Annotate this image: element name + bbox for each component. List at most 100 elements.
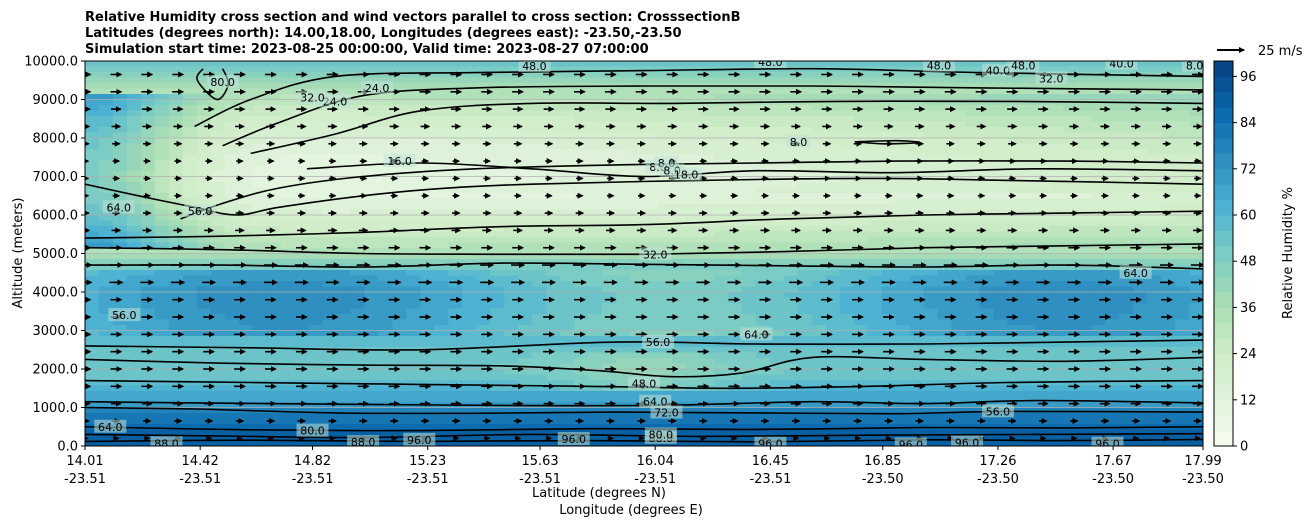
rh-cell xyxy=(755,242,771,249)
rh-cell xyxy=(951,275,967,282)
rh-cell xyxy=(280,435,296,442)
rh-cell xyxy=(937,83,953,90)
rh-cell xyxy=(308,330,324,337)
rh-cell xyxy=(294,440,310,446)
rh-cell xyxy=(909,182,925,189)
rh-cell xyxy=(85,132,100,139)
rh-cell xyxy=(490,204,505,211)
rh-cell xyxy=(308,358,324,365)
rh-cell xyxy=(532,110,547,117)
rh-cell xyxy=(154,127,170,134)
rh-cell xyxy=(881,182,897,189)
rh-cell xyxy=(350,110,366,117)
rh-cell xyxy=(140,336,156,343)
rh-cell xyxy=(350,226,366,233)
rh-cell xyxy=(1021,435,1036,442)
rh-cell xyxy=(532,391,547,398)
rh-cell xyxy=(993,248,1008,255)
rh-cell xyxy=(504,325,519,332)
rh-cell xyxy=(238,352,254,359)
rh-cell xyxy=(755,121,771,128)
rh-cell xyxy=(1021,264,1036,271)
rh-cell xyxy=(783,286,799,293)
rh-cell xyxy=(280,330,296,337)
rh-cell xyxy=(378,325,394,332)
rh-cell xyxy=(685,149,701,156)
rh-cell xyxy=(602,297,617,304)
rh-cell xyxy=(434,341,449,348)
rh-cell xyxy=(196,116,212,123)
rh-cell xyxy=(448,94,463,101)
rh-cell xyxy=(1021,143,1036,150)
rh-cell xyxy=(322,160,338,167)
rh-cell xyxy=(1077,143,1092,150)
rh-cell xyxy=(85,209,100,216)
rh-cell xyxy=(476,270,491,277)
rh-cell xyxy=(252,61,268,68)
rh-cell xyxy=(1007,198,1022,205)
rh-cell xyxy=(825,77,841,84)
rh-cell xyxy=(448,237,463,244)
rh-cell xyxy=(224,330,240,337)
rh-cell xyxy=(1077,154,1092,161)
rh-cell xyxy=(741,105,757,112)
rh-cell xyxy=(937,94,953,101)
rh-cell xyxy=(350,270,366,277)
rh-cell xyxy=(546,352,561,359)
rh-cell xyxy=(769,231,785,238)
rh-cell xyxy=(993,127,1008,134)
rh-cell xyxy=(895,281,911,288)
rh-cell xyxy=(825,149,841,156)
rh-cell xyxy=(867,402,883,409)
rh-cell xyxy=(644,303,659,310)
rh-cell xyxy=(783,237,799,244)
rh-cell xyxy=(518,105,533,112)
rh-cell xyxy=(979,270,994,277)
rh-cell xyxy=(462,308,477,315)
rh-cell xyxy=(616,385,631,392)
rh-cell xyxy=(280,105,296,112)
rh-cell xyxy=(685,341,701,348)
rh-cell xyxy=(574,330,589,337)
rh-cell xyxy=(210,88,226,95)
rh-cell xyxy=(238,143,254,150)
rh-cell xyxy=(657,259,673,266)
rh-cell xyxy=(406,396,421,403)
rh-cell xyxy=(392,341,408,348)
rh-cell xyxy=(839,385,855,392)
rh-cell xyxy=(294,187,310,194)
rh-cell xyxy=(406,391,421,398)
rh-cell xyxy=(196,308,212,315)
rh-cell xyxy=(238,413,254,420)
rh-cell xyxy=(713,352,729,359)
rh-cell xyxy=(546,297,561,304)
rh-cell xyxy=(630,77,645,84)
rh-cell xyxy=(839,110,855,117)
rh-cell xyxy=(238,358,254,365)
rh-cell xyxy=(238,270,254,277)
rh-cell xyxy=(434,314,449,321)
rh-cell xyxy=(364,363,380,370)
rh-cell xyxy=(1035,105,1050,112)
rh-cell xyxy=(1021,204,1036,211)
rh-cell xyxy=(126,171,142,178)
rh-cell xyxy=(797,275,813,282)
rh-cell xyxy=(308,281,324,288)
rh-cell xyxy=(350,160,366,167)
rh-cell xyxy=(336,248,352,255)
rh-cell xyxy=(825,132,841,139)
rh-cell xyxy=(769,154,785,161)
rh-cell xyxy=(392,336,408,343)
rh-cell xyxy=(238,429,254,436)
rh-cell xyxy=(378,363,394,370)
rh-cell xyxy=(364,226,380,233)
rh-cell xyxy=(560,336,575,343)
rh-cell xyxy=(1063,275,1078,282)
rh-cell xyxy=(560,308,575,315)
rh-cell xyxy=(490,336,505,343)
rh-cell xyxy=(504,193,519,200)
rh-cell xyxy=(713,297,729,304)
rh-cell xyxy=(392,105,408,112)
rh-cell xyxy=(881,292,897,299)
rh-cell xyxy=(238,303,254,310)
